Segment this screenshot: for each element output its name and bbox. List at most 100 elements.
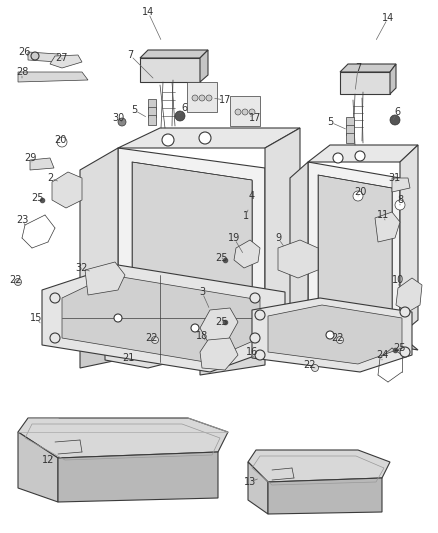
- Text: 21: 21: [122, 353, 134, 363]
- Polygon shape: [132, 162, 252, 326]
- Polygon shape: [52, 172, 82, 208]
- Text: 25: 25: [216, 253, 228, 263]
- Text: 19: 19: [228, 233, 240, 243]
- Polygon shape: [18, 72, 88, 82]
- Polygon shape: [252, 298, 412, 372]
- Circle shape: [199, 95, 205, 101]
- Polygon shape: [346, 133, 354, 143]
- Circle shape: [336, 336, 343, 343]
- Polygon shape: [278, 240, 318, 278]
- Polygon shape: [58, 452, 218, 502]
- Circle shape: [14, 279, 21, 286]
- Polygon shape: [80, 318, 155, 368]
- Circle shape: [175, 111, 185, 121]
- Text: 12: 12: [42, 455, 54, 465]
- Text: 24: 24: [376, 350, 388, 360]
- Circle shape: [191, 324, 199, 332]
- Circle shape: [355, 151, 365, 161]
- Circle shape: [395, 200, 405, 210]
- Polygon shape: [290, 162, 308, 330]
- Circle shape: [250, 293, 260, 303]
- Polygon shape: [234, 240, 260, 268]
- Circle shape: [50, 293, 60, 303]
- Text: 10: 10: [392, 275, 404, 285]
- Polygon shape: [85, 262, 125, 295]
- Polygon shape: [105, 315, 200, 368]
- Polygon shape: [390, 64, 396, 94]
- Text: 22: 22: [10, 275, 22, 285]
- Circle shape: [114, 314, 122, 322]
- Text: 9: 9: [275, 233, 281, 243]
- Polygon shape: [30, 158, 54, 170]
- Circle shape: [235, 109, 241, 115]
- Text: 27: 27: [56, 53, 68, 63]
- Polygon shape: [18, 418, 228, 458]
- Polygon shape: [200, 50, 208, 82]
- Polygon shape: [42, 265, 285, 372]
- Circle shape: [206, 95, 212, 101]
- Circle shape: [400, 307, 410, 317]
- Circle shape: [162, 134, 174, 146]
- Polygon shape: [375, 212, 400, 242]
- Polygon shape: [396, 278, 422, 312]
- Text: 30: 30: [112, 113, 124, 123]
- Circle shape: [255, 310, 265, 320]
- Polygon shape: [118, 318, 265, 355]
- Polygon shape: [148, 99, 156, 109]
- Circle shape: [199, 132, 211, 144]
- Circle shape: [192, 95, 198, 101]
- Circle shape: [50, 333, 60, 343]
- Text: 16: 16: [246, 347, 258, 357]
- Text: 22: 22: [146, 333, 158, 343]
- Polygon shape: [200, 318, 265, 375]
- Circle shape: [400, 347, 410, 357]
- Text: 22: 22: [332, 333, 344, 343]
- Text: 1: 1: [243, 211, 249, 221]
- Text: 20: 20: [54, 135, 66, 145]
- Circle shape: [249, 109, 255, 115]
- Text: 25: 25: [32, 193, 44, 203]
- Circle shape: [390, 115, 400, 125]
- Circle shape: [31, 52, 39, 60]
- Text: 6: 6: [181, 103, 187, 113]
- Text: 14: 14: [382, 13, 394, 23]
- Text: 5: 5: [131, 105, 137, 115]
- Polygon shape: [50, 55, 82, 68]
- Text: 32: 32: [76, 263, 88, 273]
- Polygon shape: [62, 275, 260, 362]
- Text: 7: 7: [355, 63, 361, 73]
- Text: 25: 25: [216, 317, 228, 327]
- Polygon shape: [118, 128, 300, 148]
- Text: 5: 5: [327, 117, 333, 127]
- Polygon shape: [230, 96, 260, 126]
- Text: 20: 20: [354, 187, 366, 197]
- Circle shape: [242, 109, 248, 115]
- Polygon shape: [308, 162, 400, 330]
- Circle shape: [255, 350, 265, 360]
- Text: 29: 29: [24, 153, 36, 163]
- Circle shape: [326, 331, 334, 339]
- Polygon shape: [392, 178, 410, 192]
- Text: 8: 8: [397, 195, 403, 205]
- Polygon shape: [248, 450, 390, 482]
- Polygon shape: [346, 117, 354, 127]
- Circle shape: [152, 336, 159, 343]
- Polygon shape: [268, 478, 382, 514]
- Circle shape: [57, 137, 67, 147]
- Circle shape: [118, 118, 126, 126]
- Polygon shape: [340, 64, 396, 72]
- Text: 15: 15: [30, 313, 42, 323]
- Text: 2: 2: [47, 173, 53, 183]
- Text: 17: 17: [249, 113, 261, 123]
- Text: 17: 17: [219, 95, 231, 105]
- Polygon shape: [265, 128, 300, 340]
- Polygon shape: [148, 107, 156, 117]
- Text: 11: 11: [377, 210, 389, 220]
- Polygon shape: [318, 175, 392, 320]
- Text: 28: 28: [16, 67, 28, 77]
- Polygon shape: [248, 462, 268, 514]
- Text: 23: 23: [16, 215, 28, 225]
- Polygon shape: [140, 58, 200, 82]
- Text: 22: 22: [304, 360, 316, 370]
- Text: 25: 25: [394, 343, 406, 353]
